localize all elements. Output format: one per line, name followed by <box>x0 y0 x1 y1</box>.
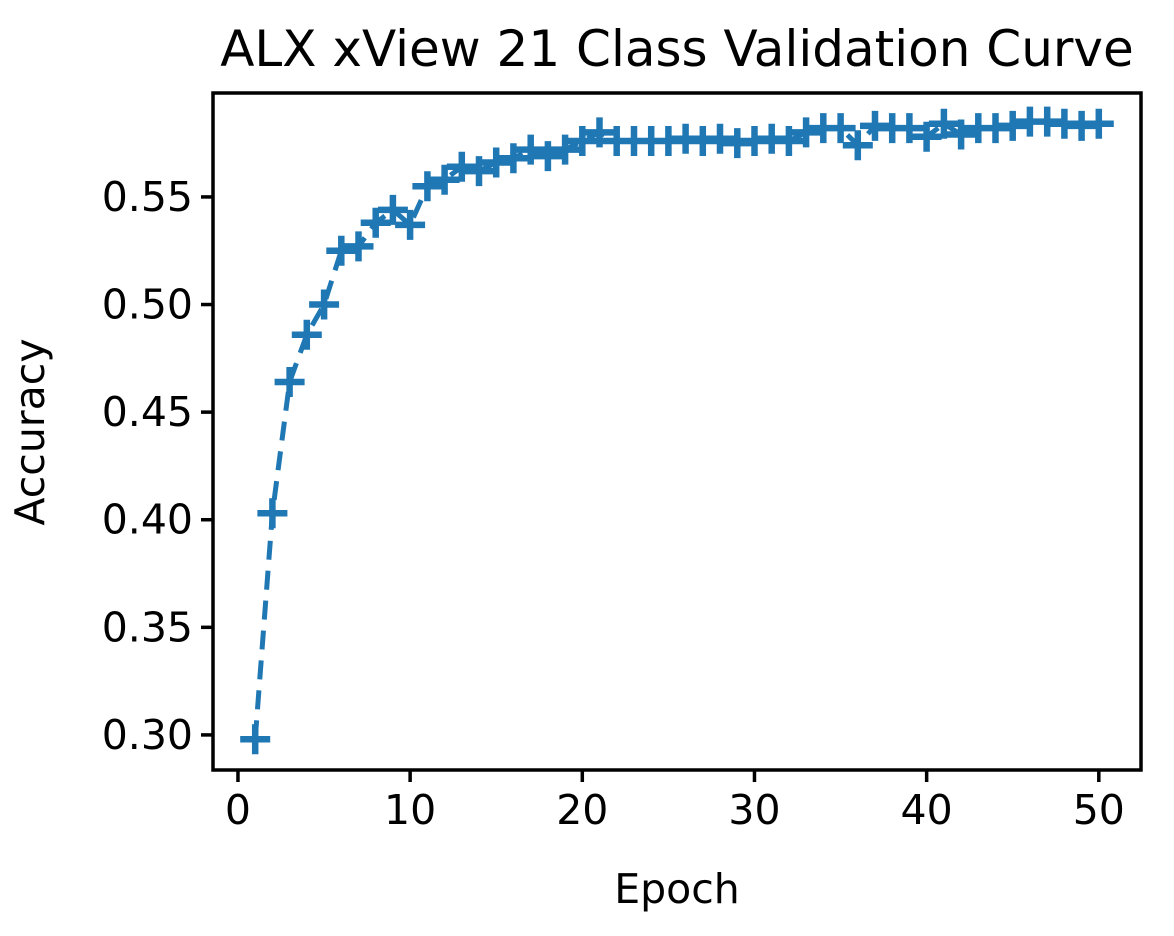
y-tick-label: 0.30 <box>102 711 193 759</box>
x-tick-label: 40 <box>901 786 953 834</box>
y-tick-label: 0.55 <box>102 173 193 221</box>
y-tick-label: 0.40 <box>102 496 193 544</box>
x-tick-label: 10 <box>384 786 436 834</box>
x-tick-label: 30 <box>728 786 780 834</box>
chart-title: ALX xView 21 Class Validation Curve <box>220 20 1134 78</box>
x-tick-label: 0 <box>225 786 251 834</box>
y-tick-label: 0.35 <box>102 603 193 651</box>
y-axis-label: Accuracy <box>6 338 54 525</box>
y-tick-label: 0.50 <box>102 281 193 329</box>
validation-accuracy-markers <box>240 106 1114 755</box>
y-tick-label: 0.45 <box>102 388 193 436</box>
x-tick-label: 20 <box>556 786 608 834</box>
validation-accuracy-line <box>252 119 1100 740</box>
x-axis-label: Epoch <box>614 865 740 913</box>
axes-spines <box>211 91 1143 772</box>
plot-area: 0 10 20 30 40 50 0.30 0.35 0.40 0.45 0.50 0.55 <box>102 91 1143 834</box>
x-tick-label: 50 <box>1073 786 1125 834</box>
